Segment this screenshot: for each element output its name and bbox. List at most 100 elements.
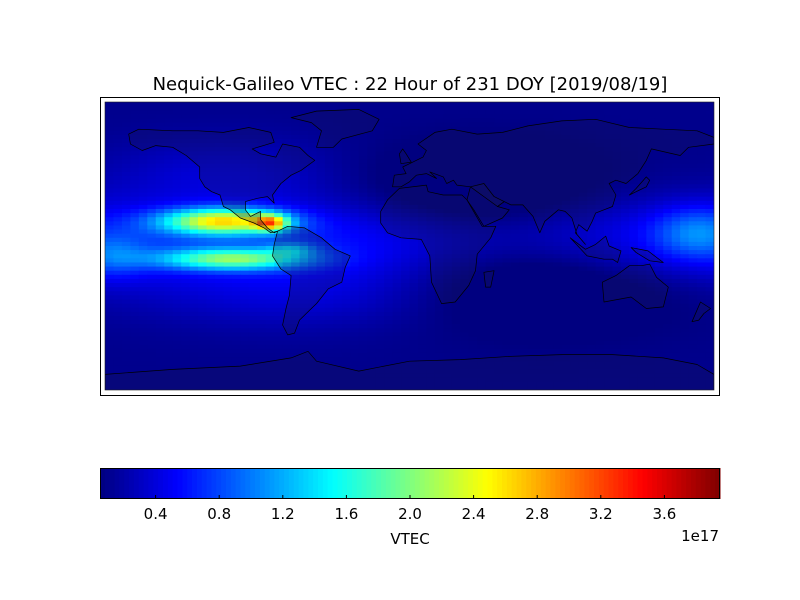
heatmap-cell — [147, 320, 157, 325]
heatmap-cell — [121, 262, 131, 268]
heatmap-cell — [620, 171, 631, 177]
heatmap-cell — [671, 258, 681, 264]
heatmap-cell — [138, 147, 148, 152]
heatmap-cell — [680, 299, 690, 305]
heatmap-cell — [316, 176, 326, 181]
heatmap-cell — [697, 176, 707, 181]
heatmap-cell — [519, 118, 529, 124]
heatmap-cell — [434, 258, 444, 264]
heatmap-cell — [105, 200, 115, 206]
heatmap-cell — [248, 324, 258, 329]
heatmap-cell — [291, 340, 301, 346]
heatmap-cell — [646, 324, 656, 329]
heatmap-cell — [443, 225, 453, 231]
heatmap-cell — [570, 126, 580, 132]
heatmap-cell — [164, 102, 174, 107]
heatmap-cell — [282, 299, 292, 305]
heatmap-cell — [680, 192, 690, 198]
heatmap-cell — [561, 233, 571, 239]
heatmap-cell — [401, 110, 411, 115]
heatmap-cell — [155, 361, 165, 366]
heatmap-cell — [138, 270, 148, 276]
heatmap-cell — [147, 250, 157, 255]
heatmap-cell — [206, 180, 216, 185]
heatmap-cell — [578, 237, 588, 243]
heatmap-cell — [646, 328, 656, 333]
heatmap-cell — [384, 200, 394, 206]
heatmap-cell — [138, 200, 148, 206]
heatmap-cell — [612, 176, 622, 181]
heatmap-cell — [553, 200, 563, 206]
heatmap-cell — [155, 352, 165, 358]
heatmap-cell — [409, 188, 419, 194]
heatmap-cell — [595, 287, 605, 292]
heatmap-cell — [198, 106, 208, 111]
heatmap-cell — [257, 130, 267, 136]
heatmap-cell — [460, 274, 470, 280]
heatmap-cell — [494, 237, 504, 243]
heatmap-cell — [189, 151, 199, 157]
heatmap-cell — [231, 278, 241, 284]
heatmap-cell — [375, 262, 385, 268]
heatmap-cell — [654, 320, 664, 325]
heatmap-cell — [375, 188, 385, 194]
heatmap-cell — [113, 130, 123, 136]
heatmap-cell — [198, 204, 208, 210]
heatmap-cell — [105, 184, 115, 189]
heatmap-cell — [612, 200, 622, 206]
heatmap-cell — [333, 221, 343, 227]
heatmap-cell — [181, 262, 191, 268]
heatmap-cell — [417, 262, 428, 268]
heatmap-cell — [198, 340, 208, 346]
heatmap-cell — [324, 188, 334, 194]
heatmap-cell — [231, 196, 241, 202]
heatmap-cell — [680, 237, 690, 243]
heatmap-cell — [536, 176, 546, 181]
heatmap-cell — [620, 274, 631, 280]
heatmap-cell — [105, 237, 115, 243]
heatmap-cell — [291, 373, 301, 379]
heatmap-cell — [155, 250, 165, 255]
heatmap-cell — [231, 114, 241, 120]
heatmap-cell — [384, 369, 394, 375]
heatmap-cell — [494, 365, 504, 371]
heatmap-cell — [468, 311, 478, 317]
heatmap-cell — [604, 361, 614, 366]
heatmap-cell — [324, 167, 334, 173]
heatmap-cell — [274, 196, 284, 202]
heatmap-cell — [223, 147, 233, 152]
heatmap-cell — [409, 270, 419, 276]
heatmap-cell — [291, 295, 301, 301]
heatmap-cell — [697, 134, 707, 140]
heatmap-cell — [654, 200, 664, 206]
heatmap-cell — [460, 340, 470, 346]
heatmap-cell — [367, 163, 377, 169]
heatmap-cell — [333, 258, 343, 264]
heatmap-cell — [105, 167, 115, 173]
heatmap-cell — [248, 348, 258, 354]
heatmap-cell — [705, 192, 714, 198]
heatmap-cell — [282, 139, 292, 144]
heatmap-cell — [519, 155, 529, 161]
heatmap-cell — [426, 381, 436, 387]
heatmap-cell — [434, 283, 444, 288]
heatmap-cell — [223, 246, 233, 251]
heatmap-cell — [223, 106, 233, 111]
heatmap-cell — [511, 344, 521, 350]
heatmap-cell — [341, 320, 351, 325]
heatmap-cell — [316, 204, 326, 210]
heatmap-cell — [181, 377, 191, 383]
heatmap-cell — [198, 139, 208, 144]
heatmap-cell — [172, 328, 182, 333]
heatmap-cell — [358, 110, 368, 115]
heatmap-cell — [223, 377, 233, 383]
heatmap-cell — [477, 233, 487, 239]
heatmap-cell — [443, 188, 453, 194]
heatmap-cell — [671, 155, 681, 161]
heatmap-cell — [299, 291, 309, 296]
heatmap-cell — [308, 377, 318, 383]
heatmap-cell — [663, 348, 673, 354]
heatmap-cell — [265, 303, 275, 309]
heatmap-cell — [291, 283, 301, 288]
heatmap-cell — [333, 237, 343, 243]
